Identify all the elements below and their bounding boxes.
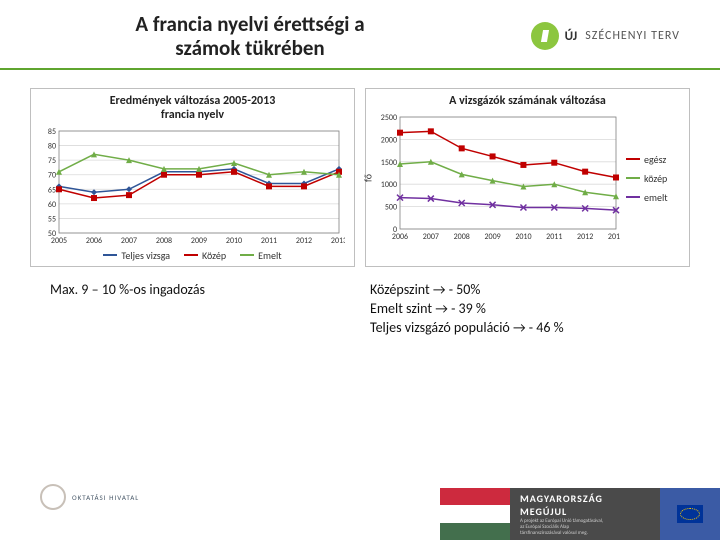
svg-text:500: 500 (385, 203, 397, 213)
oh-circle-icon (40, 484, 66, 510)
mm-l1: MAGYARORSZÁG (520, 492, 603, 505)
legend-item: közép (626, 172, 668, 185)
mm-sub: A projekt az Európai Unió támogatásával,… (520, 518, 650, 536)
logo-uj: ÚJ (565, 29, 578, 44)
note-right-l2: Emelt szint → - 39 % (370, 300, 670, 319)
svg-text:2000: 2000 (381, 135, 397, 145)
footer-band: MAGYARORSZÁG MEGÚJUL A projekt az Európa… (440, 488, 720, 540)
chart-right-ylabel: fő (362, 174, 375, 182)
svg-text:2013: 2013 (331, 236, 345, 246)
chart-right-box: A vizsgázók számának változása fő 050010… (365, 88, 690, 267)
svg-text:2006: 2006 (86, 236, 102, 246)
svg-text:2500: 2500 (381, 113, 397, 123)
svg-text:55: 55 (48, 214, 56, 224)
szechenyi-dot-icon (531, 22, 559, 50)
notes-row: Max. 9 – 10 %-os ingadozás Középszint → … (0, 267, 720, 338)
charts-row: Eredmények változása 2005-2013 francia n… (0, 88, 720, 267)
svg-text:2012: 2012 (577, 232, 593, 242)
svg-text:80: 80 (48, 141, 56, 151)
legend-item: emelt (626, 191, 668, 204)
svg-text:2008: 2008 (156, 236, 172, 246)
slide-title: A francia nyelvi érettségi a számok tükr… (60, 12, 440, 60)
chart-left-legend: Teljes vizsga Közép Emelt (35, 249, 350, 262)
header-rule (0, 68, 720, 70)
magyarorszag-megul-box: MAGYARORSZÁG MEGÚJUL A projekt az Európa… (510, 488, 660, 540)
svg-text:2009: 2009 (484, 232, 500, 242)
svg-text:2007: 2007 (423, 232, 439, 242)
svg-text:2008: 2008 (454, 232, 470, 242)
svg-text:2009: 2009 (191, 236, 207, 246)
svg-text:60: 60 (48, 200, 56, 210)
chart-left-svg: 5055606570758085200520062007200820092010… (35, 127, 345, 247)
svg-text:2011: 2011 (546, 232, 562, 242)
oktatasi-hivatal-logo: OKTATÁSI HIVATAL (40, 484, 139, 510)
szechenyi-logo: ÚJ SZÉCHENYI TERV (531, 22, 680, 50)
mm-l2: MEGÚJUL (520, 505, 567, 518)
legend-item: egész (626, 153, 668, 166)
svg-text:1000: 1000 (381, 180, 397, 190)
note-right-l1: Középszint → - 50% (370, 281, 670, 300)
slide-header: A francia nyelvi érettségi a számok tükr… (0, 0, 720, 68)
logo-text: SZÉCHENYI TERV (585, 29, 680, 43)
title-line-1: A francia nyelvi érettségi a (135, 11, 364, 37)
hungary-flag-icon (440, 488, 510, 540)
svg-text:85: 85 (48, 127, 56, 137)
svg-text:70: 70 (48, 171, 56, 181)
title-line-2: számok tükrében (175, 35, 324, 61)
chart-left-plot: 5055606570758085200520062007200820092010… (35, 127, 350, 247)
chart-right-svg: 0500100015002000250020062007200820092010… (370, 113, 620, 243)
chart-right-title: A vizsgázók számának változása (370, 95, 685, 109)
chart-right-plot: fő 0500100015002000250020062007200820092… (370, 113, 685, 243)
chart-left-title: Eredmények változása 2005-2013 francia n… (35, 95, 350, 123)
eu-flag-icon (677, 505, 703, 523)
note-left: Max. 9 – 10 %-os ingadozás (50, 281, 350, 338)
note-right-l3: Teljes vizsgázó populáció → - 46 % (370, 319, 670, 338)
svg-text:2012: 2012 (296, 236, 312, 246)
svg-text:2005: 2005 (51, 236, 67, 246)
svg-text:65: 65 (48, 185, 56, 195)
chart-left-title-l1: Eredmények változása 2005-2013 (110, 94, 276, 108)
note-right: Középszint → - 50% Emelt szint → - 39 % … (370, 281, 670, 338)
legend-item: Emelt (240, 249, 282, 262)
chart-right-legend: egész közép emelt (620, 153, 668, 204)
svg-text:2011: 2011 (261, 236, 277, 246)
chart-left-title-l2: francia nyelv (161, 108, 224, 122)
chart-left-box: Eredmények változása 2005-2013 francia n… (30, 88, 355, 267)
svg-text:75: 75 (48, 156, 56, 166)
svg-text:1500: 1500 (381, 158, 397, 168)
svg-text:2007: 2007 (121, 236, 137, 246)
svg-text:2006: 2006 (392, 232, 408, 242)
svg-text:2013: 2013 (608, 232, 620, 242)
svg-text:2010: 2010 (515, 232, 531, 242)
svg-text:2010: 2010 (226, 236, 242, 246)
eu-logo-box (660, 488, 720, 540)
legend-item: Teljes vizsga (103, 249, 170, 262)
oh-label: OKTATÁSI HIVATAL (72, 493, 139, 502)
legend-item: Közép (184, 249, 226, 262)
